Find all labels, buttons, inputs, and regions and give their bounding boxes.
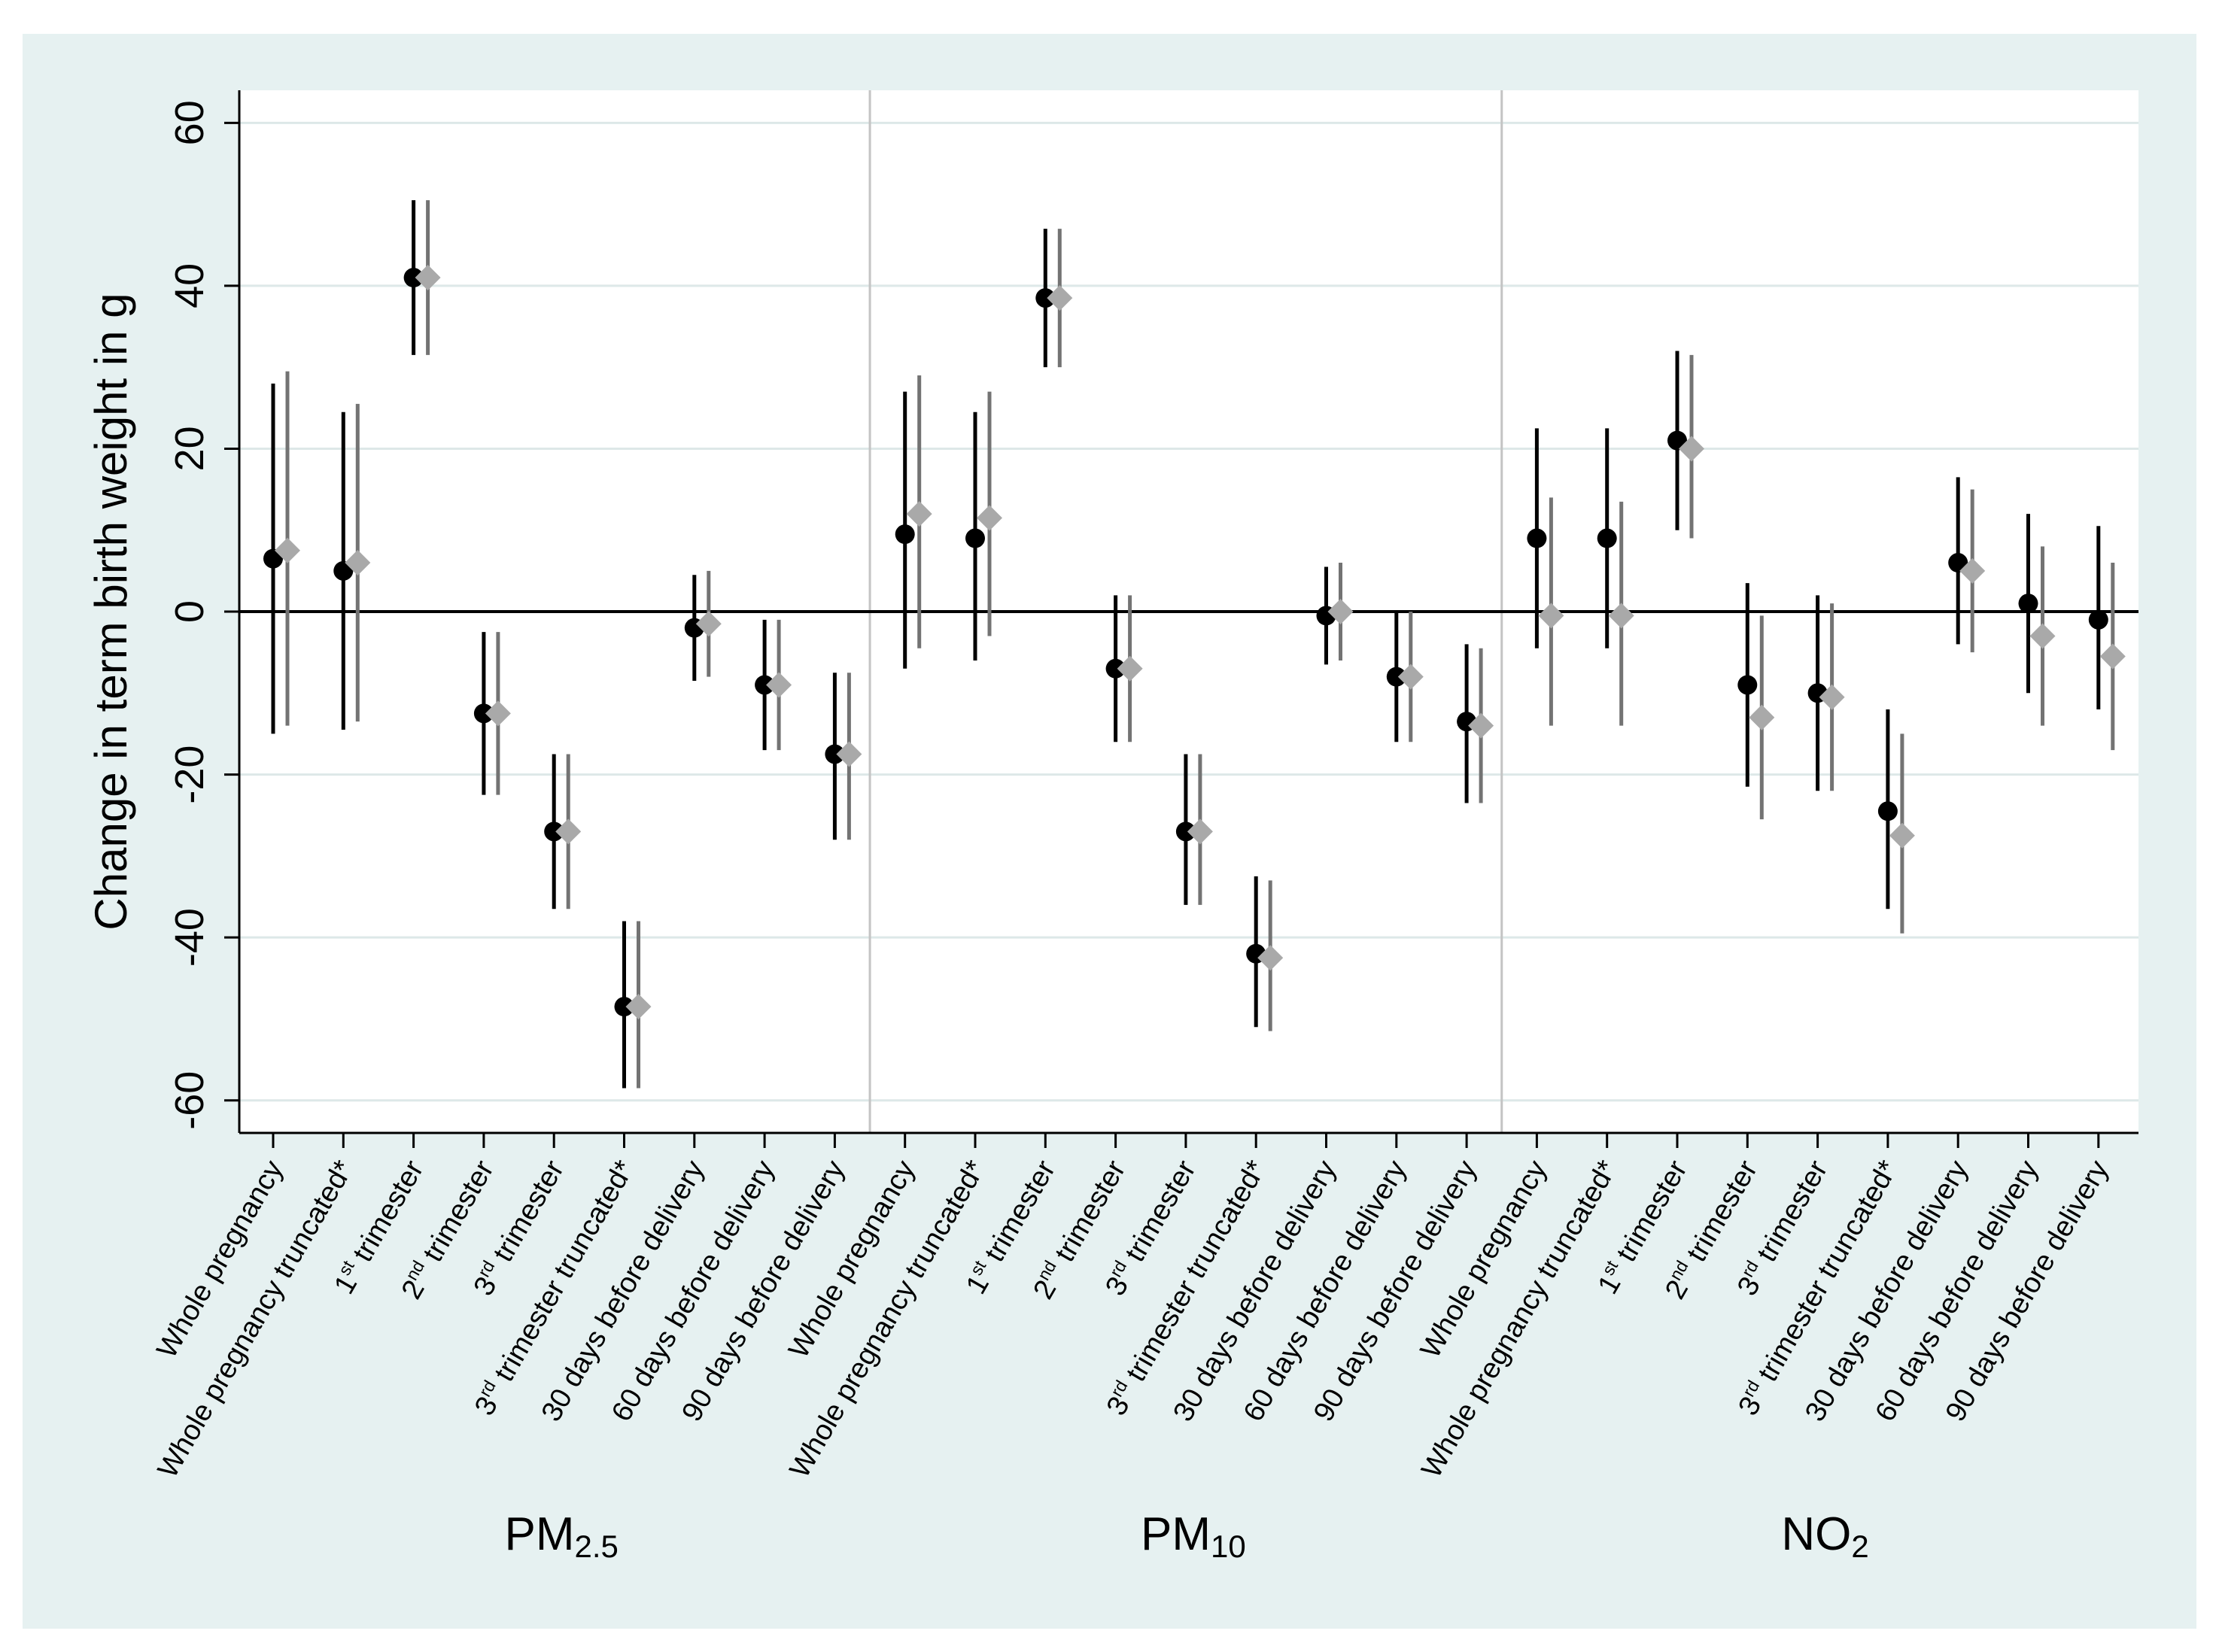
point-estimate-series-1	[403, 268, 424, 288]
point-estimate-series-2	[625, 994, 652, 1020]
point-estimate-series-1	[544, 821, 564, 842]
point-estimate-series-2	[1538, 603, 1564, 629]
point-estimate-series-1	[965, 528, 985, 548]
y-tick-label: -40	[167, 908, 212, 967]
point-estimate-series-1	[2088, 609, 2108, 630]
point-estimate-series-2	[906, 501, 932, 527]
group-label: PM10	[1141, 1508, 1246, 1564]
grid-lines	[239, 121, 2138, 1102]
point-estimate-series-2	[415, 265, 441, 291]
point-estimate-series-2	[1819, 684, 1845, 710]
point-estimate-series-1	[2018, 594, 2038, 614]
group-label-subscript: 2	[1851, 1529, 1868, 1564]
point-estimate-series-1	[614, 997, 634, 1017]
point-estimate-series-2	[1889, 822, 1915, 849]
point-estimate-series-2	[836, 741, 862, 767]
point-estimate-series-2	[766, 672, 792, 698]
point-estimate-series-2	[1468, 712, 1494, 739]
group-labels: PM2.5 PM10 NO2	[505, 1508, 1869, 1564]
point-estimate-series-2	[555, 818, 582, 845]
point-estimate-series-1	[1105, 658, 1126, 679]
group-label: NO2	[1781, 1508, 1868, 1564]
point-estimate-series-1	[1597, 528, 1617, 548]
point-estimate-series-2	[1187, 818, 1213, 845]
point-estimate-series-2	[695, 611, 722, 637]
group-label-main: PM	[1141, 1508, 1211, 1560]
y-tick-label: 40	[167, 263, 212, 308]
y-tick-label: 60	[167, 100, 212, 145]
point-estimate-series-2	[1959, 557, 1986, 584]
y-tick-label: -20	[167, 746, 212, 804]
point-estimate-series-1	[895, 524, 915, 545]
axes	[224, 90, 2138, 1148]
group-label: PM2.5	[505, 1508, 619, 1564]
point-estimate-series-2	[345, 550, 371, 576]
point-estimate-series-2	[1397, 664, 1424, 690]
y-tick-labels: 60 40 20 0 -20 -40 -60	[167, 100, 212, 1129]
point-estimate-series-1	[755, 675, 775, 695]
point-estimate-series-2	[1257, 945, 1284, 971]
point-estimate-series-2	[1679, 436, 1704, 462]
point-estimate-series-1	[1527, 528, 1547, 548]
point-estimate-series-1	[473, 703, 494, 724]
point-estimate-series-2	[1327, 599, 1354, 624]
point-estimate-series-2	[1749, 704, 1775, 730]
point-estimate-series-1	[1175, 821, 1196, 842]
y-tick-label: 20	[167, 426, 212, 471]
point-estimate-series-2	[2099, 643, 2126, 670]
point-estimate-series-2	[485, 700, 511, 727]
group-label-subscript: 10	[1211, 1529, 1246, 1564]
point-estimate-series-2	[977, 505, 1002, 531]
point-estimate-series-2	[1117, 655, 1143, 682]
y-tick-label: -60	[167, 1071, 212, 1130]
point-estimate-series-2	[1608, 603, 1634, 629]
group-label-main: PM	[505, 1508, 575, 1560]
data-marks	[263, 200, 2126, 1089]
point-estimate-series-2	[1047, 285, 1073, 311]
point-estimate-series-1	[1877, 801, 1898, 821]
point-estimate-series-1	[1386, 667, 1406, 687]
point-estimate-series-1	[825, 744, 845, 764]
group-label-main: NO	[1781, 1508, 1851, 1560]
point-estimate-series-2	[275, 537, 300, 563]
y-axis-label: Change in term birth weight in g	[86, 293, 136, 930]
point-estimate-series-1	[1737, 675, 1758, 695]
y-tick-label: 0	[167, 600, 212, 623]
point-estimate-series-2	[2029, 623, 2056, 649]
point-estimate-series-1	[1035, 288, 1056, 308]
group-label-subscript: 2.5	[575, 1529, 619, 1564]
